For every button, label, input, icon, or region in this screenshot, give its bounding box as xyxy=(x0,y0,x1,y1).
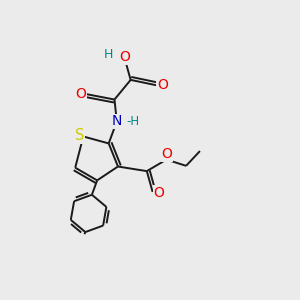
Text: H: H xyxy=(104,47,113,61)
Text: O: O xyxy=(119,50,130,64)
Text: O: O xyxy=(157,78,168,92)
Text: S: S xyxy=(75,128,85,143)
Text: O: O xyxy=(75,87,86,101)
Text: N: N xyxy=(112,115,122,128)
Text: O: O xyxy=(162,147,172,161)
Text: -H: -H xyxy=(126,115,139,128)
Text: O: O xyxy=(154,186,164,200)
